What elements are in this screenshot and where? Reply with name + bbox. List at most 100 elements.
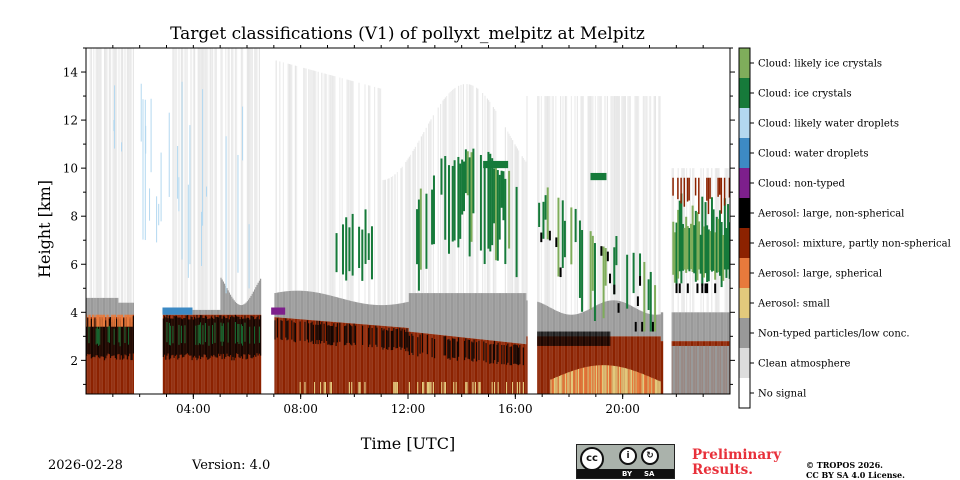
clean-atmosphere-cell — [482, 93, 484, 294]
clean-atmosphere-cell — [114, 48, 116, 298]
non-typed-cell — [204, 309, 206, 315]
aerosol-large-nonspherical-cell — [396, 328, 398, 349]
non-typed-cell — [282, 291, 284, 318]
non-typed-cell — [563, 313, 565, 337]
aerosol-spherical-cell — [593, 365, 595, 394]
profile-column — [244, 303, 246, 394]
profile-column — [402, 302, 404, 394]
profile-column — [677, 168, 679, 394]
non-typed-cell — [450, 293, 452, 337]
badge-by-text: BY — [622, 470, 633, 478]
aerosol-mixture-cell — [580, 336, 582, 394]
aerosol-large-nonspherical-cell — [345, 325, 347, 345]
clean-atmosphere-cell — [184, 48, 186, 310]
ice-speckle-cell — [200, 322, 202, 345]
ice-cloud-streak — [417, 199, 420, 291]
non-typed-cell — [560, 312, 562, 337]
profile-column — [357, 302, 359, 394]
aerosol-mixture-cell — [602, 336, 604, 394]
non-typed-cell — [496, 293, 498, 342]
non-typed-cell — [207, 309, 209, 315]
non-typed-cell — [316, 292, 318, 321]
aerosol-streak — [636, 296, 639, 307]
clean-atmosphere-cell — [378, 88, 380, 306]
aerosol-spherical-cell — [624, 368, 626, 394]
profile-column — [692, 168, 694, 394]
aerosol-large-nonspherical-cell — [196, 314, 198, 361]
non-typed-cell — [723, 312, 725, 342]
profile-column — [461, 293, 463, 394]
profile-column — [249, 48, 251, 394]
profile-column — [332, 75, 334, 394]
ice-speckle-cell — [234, 322, 236, 344]
non-typed-cell — [322, 293, 324, 322]
non-typed-cell — [364, 303, 366, 325]
non-typed-cell — [239, 305, 241, 315]
aerosol-mixture-cell — [333, 321, 335, 394]
clean-atmosphere-cell — [514, 144, 516, 294]
clean-atmosphere-cell — [396, 172, 398, 304]
profile-column — [347, 79, 349, 394]
non-typed-cell — [432, 293, 434, 335]
aerosol-mixture-cell — [423, 333, 425, 394]
aerosol-spherical-cell — [552, 378, 554, 394]
non-typed-cell — [710, 345, 712, 394]
aerosol-large-nonspherical-cell — [308, 323, 310, 343]
aerosol-mixture-cell — [113, 317, 115, 394]
aerosol-large-spherical-cell — [117, 314, 119, 327]
aerosol-large-nonspherical-cell — [422, 333, 424, 353]
aerosol-large-spherical-cell — [128, 314, 130, 327]
clean-atmosphere-cell — [635, 96, 637, 309]
aerosol-mixture-cell — [392, 326, 394, 394]
aerosol-large-spherical-cell — [124, 314, 126, 327]
clean-atmosphere-cell — [323, 73, 325, 294]
aerosol-large-spherical-cell — [120, 314, 122, 327]
clean-atmosphere-cell — [197, 48, 199, 310]
profile-column — [496, 293, 498, 394]
aerosol-large-nonspherical-cell — [591, 331, 593, 346]
aerosol-large-nonspherical-cell — [489, 344, 491, 364]
non-typed-cell — [647, 313, 649, 337]
profile-column — [106, 48, 108, 394]
non-typed-cell — [672, 312, 674, 342]
non-typed-cell — [233, 300, 235, 315]
aerosol-mixture-cell — [473, 338, 475, 394]
aerosol-large-nonspherical-cell — [246, 317, 248, 359]
non-typed-cell — [519, 293, 521, 344]
aerosol-mixture-cell — [508, 342, 510, 394]
clean-atmosphere-cell — [128, 48, 130, 303]
non-typed-cell — [236, 302, 238, 315]
non-typed-cell — [486, 293, 488, 340]
clean-atmosphere-cell — [636, 96, 638, 310]
aerosol-large-nonspherical-cell — [514, 344, 516, 364]
profile-column — [209, 48, 211, 394]
aerosol-large-nonspherical-cell — [582, 331, 584, 346]
non-typed-cell — [609, 300, 611, 337]
clean-atmosphere-cell — [251, 48, 253, 294]
non-typed-cell — [675, 345, 677, 394]
ice-cloud-streak — [681, 224, 684, 271]
likely-water-droplet-cell — [150, 98, 152, 173]
clean-atmosphere-cell — [351, 80, 353, 302]
aerosol-large-nonspherical-cell — [516, 345, 518, 365]
clean-atmosphere-cell — [390, 177, 392, 305]
aerosol-mixture-cell — [579, 336, 581, 394]
non-typed-cell — [192, 309, 194, 315]
profile-column — [576, 96, 578, 394]
aerosol-large-nonspherical-cell — [167, 318, 169, 354]
aerosol-large-nonspherical-cell — [351, 326, 353, 346]
aerosol-streak — [709, 177, 711, 199]
profile-column — [231, 48, 233, 394]
aerosol-spherical-cell — [605, 365, 607, 394]
clean-atmosphere-cell — [248, 48, 250, 300]
aerosol-mixture-cell — [363, 324, 365, 394]
non-typed-cell — [695, 312, 697, 342]
clean-atmosphere-cell — [256, 48, 258, 285]
profile-column — [671, 168, 673, 394]
profile-column — [382, 180, 384, 394]
profile-column — [411, 293, 413, 394]
profile-column — [408, 156, 410, 394]
ice-cloud-streak — [673, 232, 676, 283]
aerosol-large-nonspherical-cell — [116, 318, 118, 360]
non-typed-cell — [436, 293, 438, 335]
